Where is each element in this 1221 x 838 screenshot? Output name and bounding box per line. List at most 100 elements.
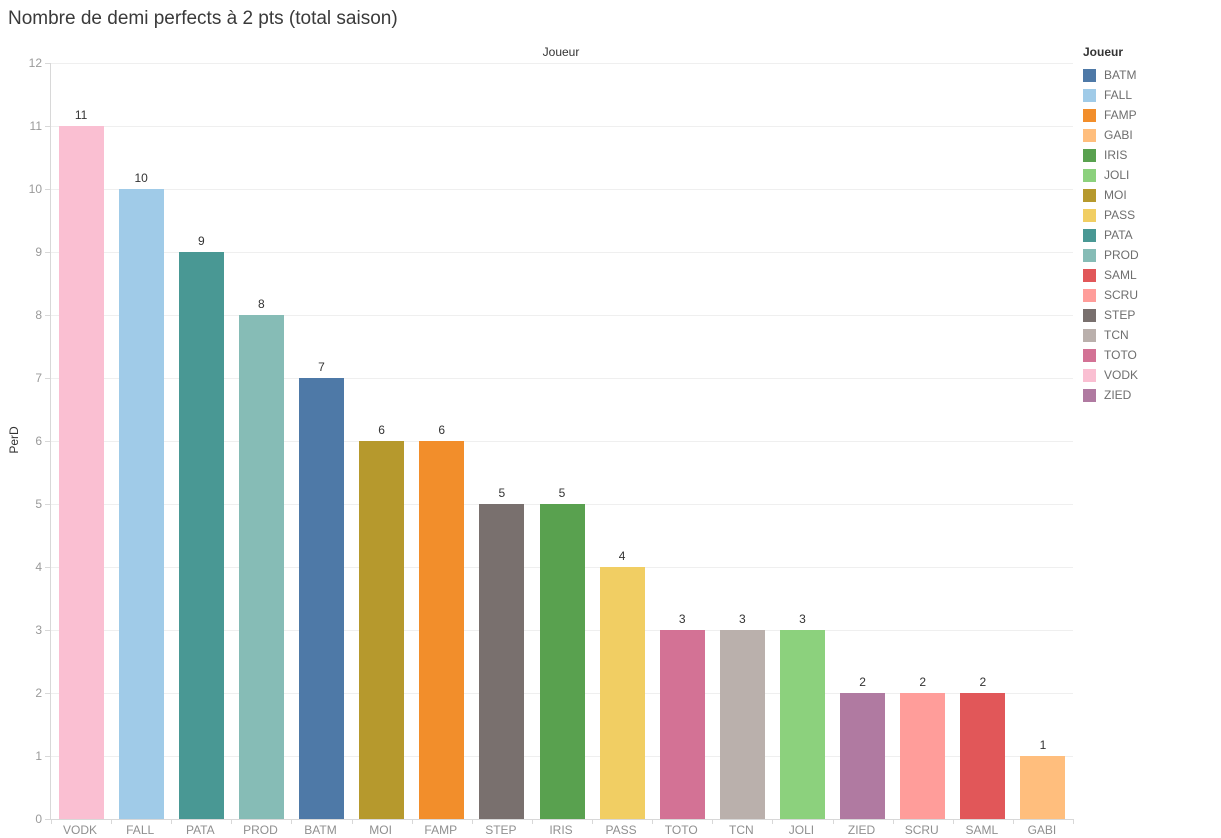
- legend-label: STEP: [1104, 308, 1136, 322]
- x-axis-tick: [411, 819, 413, 824]
- bar-famp[interactable]: [419, 441, 465, 819]
- x-tick-label-step: STEP: [485, 823, 517, 837]
- bar-value-label: 4: [618, 549, 626, 563]
- x-tick-label-gabi: GABI: [1027, 823, 1057, 837]
- x-axis-tick: [1073, 819, 1074, 824]
- y-tick-label: 1: [35, 749, 42, 763]
- bar-tcn[interactable]: [719, 630, 765, 819]
- legend-swatch: [1083, 208, 1096, 222]
- y-tick-label: 11: [29, 119, 42, 133]
- y-axis-tick: [45, 567, 50, 568]
- x-axis-tick: [111, 819, 113, 824]
- legend-label: SAML: [1104, 268, 1137, 282]
- legend-label: SCRU: [1104, 288, 1139, 302]
- legend-label: FALL: [1104, 88, 1133, 102]
- gridline: [51, 441, 1073, 442]
- legend-item-step[interactable]: STEP: [1083, 305, 1139, 325]
- x-tick-label-moi: MOI: [369, 823, 392, 837]
- legend-item-zied[interactable]: ZIED: [1083, 385, 1139, 405]
- y-tick-label: 2: [35, 686, 42, 700]
- bar-value-label: 3: [738, 612, 746, 626]
- legend-label: GABI: [1104, 128, 1133, 142]
- bar-joli[interactable]: [779, 630, 825, 819]
- x-tick-label-fall: FALL: [126, 823, 155, 837]
- legend-item-saml[interactable]: SAML: [1083, 265, 1139, 285]
- gridline: [51, 378, 1073, 379]
- bar-vodk[interactable]: [58, 126, 104, 819]
- x-axis-tick: [51, 819, 52, 824]
- y-axis-tick: [45, 378, 50, 379]
- legend-label: FAMP: [1104, 108, 1137, 122]
- bar-gabi[interactable]: [1020, 756, 1066, 819]
- legend-swatch: [1083, 108, 1096, 122]
- legend-label: BATM: [1104, 68, 1137, 82]
- bar-value-label: 10: [134, 171, 148, 185]
- bar-prod[interactable]: [238, 315, 284, 819]
- x-axis-tick: [351, 819, 353, 824]
- legend-item-famp[interactable]: FAMP: [1083, 105, 1139, 125]
- legend-item-pass[interactable]: PASS: [1083, 205, 1139, 225]
- legend-item-iris[interactable]: IRIS: [1083, 145, 1139, 165]
- legend-label: VODK: [1104, 368, 1139, 382]
- bar-scru[interactable]: [900, 693, 946, 819]
- x-axis-tick: [171, 819, 173, 824]
- y-axis-tick: [45, 63, 50, 64]
- legend-item-tcn[interactable]: TCN: [1083, 325, 1139, 345]
- legend-item-toto[interactable]: TOTO: [1083, 345, 1139, 365]
- y-axis-tick: [45, 441, 50, 442]
- legend-item-pata[interactable]: PATA: [1083, 225, 1139, 245]
- legend-item-gabi[interactable]: GABI: [1083, 125, 1139, 145]
- legend-item-fall[interactable]: FALL: [1083, 85, 1139, 105]
- legend-item-moi[interactable]: MOI: [1083, 185, 1139, 205]
- bar-value-label: 7: [318, 360, 325, 374]
- legend-item-vodk[interactable]: VODK: [1083, 365, 1139, 385]
- bar-value-label: 2: [859, 675, 866, 689]
- bar-iris[interactable]: [539, 504, 585, 819]
- x-tick-label-pata: PATA: [185, 823, 215, 837]
- bar-saml[interactable]: [960, 693, 1006, 819]
- gridline: [51, 315, 1073, 316]
- x-axis-tick: [652, 819, 654, 824]
- legend-swatch: [1083, 288, 1096, 302]
- x-tick-label-saml: SAML: [965, 823, 999, 837]
- bar-zied[interactable]: [840, 693, 886, 819]
- y-tick-label: 10: [28, 182, 42, 196]
- bar-value-label: 6: [378, 423, 385, 437]
- bar-value-label: 8: [258, 297, 265, 311]
- legend-label: MOI: [1104, 188, 1127, 202]
- legend-label: TOTO: [1104, 348, 1137, 362]
- legend-item-prod[interactable]: PROD: [1083, 245, 1139, 265]
- legend-swatch: [1083, 368, 1096, 382]
- legend: Joueur BATM FALL FAMP GABI IRIS JOLI MOI PASS PA…: [1083, 45, 1139, 405]
- x-tick-label-toto: TOTO: [664, 823, 698, 837]
- legend-item-scru[interactable]: SCRU: [1083, 285, 1139, 305]
- bar-pata[interactable]: [178, 252, 224, 819]
- bar-fall[interactable]: [118, 189, 164, 819]
- x-tick-label-batm: BATM: [304, 823, 337, 837]
- x-axis-tick: [772, 819, 774, 824]
- bar-batm[interactable]: [299, 378, 345, 819]
- y-tick-label: 3: [35, 623, 42, 637]
- bar-value-label: 3: [678, 612, 686, 626]
- bar-step[interactable]: [479, 504, 525, 819]
- bar-value-label: 1: [1039, 738, 1047, 752]
- y-axis-tick: [45, 630, 50, 631]
- bar-moi[interactable]: [359, 441, 405, 819]
- gridline: [51, 252, 1073, 253]
- x-axis-tick: [1012, 819, 1014, 824]
- x-axis-tick: [592, 819, 594, 824]
- bar-toto[interactable]: [659, 630, 705, 819]
- x-tick-label-tcn: TCN: [729, 823, 754, 837]
- legend-swatch: [1083, 188, 1096, 202]
- legend-swatch: [1083, 248, 1096, 262]
- bar-pass[interactable]: [599, 567, 645, 819]
- legend-item-batm[interactable]: BATM: [1083, 65, 1139, 85]
- legend-label: JOLI: [1104, 168, 1130, 182]
- x-tick-label-vodk: VODK: [63, 823, 98, 837]
- y-tick-label: 6: [35, 434, 42, 448]
- legend-item-joli[interactable]: JOLI: [1083, 165, 1139, 185]
- x-axis-tick: [832, 819, 834, 824]
- y-tick-label: 7: [35, 371, 42, 385]
- legend-swatch: [1083, 88, 1096, 102]
